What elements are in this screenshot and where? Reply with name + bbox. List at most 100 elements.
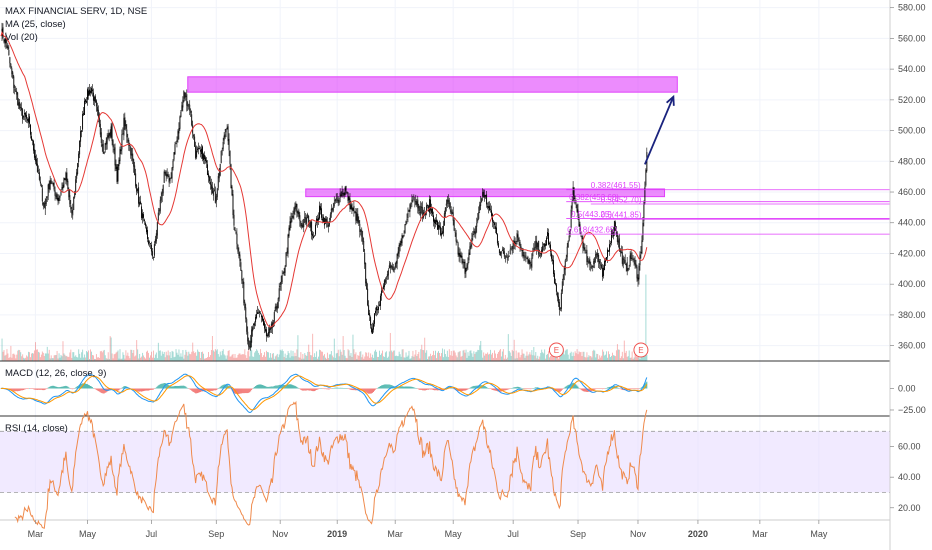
candle-body <box>128 140 130 146</box>
candle-body <box>104 143 106 150</box>
macd-hist-bar <box>606 387 607 389</box>
macd-hist-bar <box>67 386 69 389</box>
candle-body <box>7 46 9 50</box>
time-axis[interactable]: Mar May Jul Sep Nov 2019 Mar May Jul Sep Nov 2020 Ma… <box>28 520 828 539</box>
volume-bar <box>450 351 452 361</box>
candle-body <box>338 199 340 204</box>
candle-body <box>410 203 412 205</box>
macd-hist-bar <box>511 388 513 389</box>
price-tick-label: 500.00 <box>898 126 926 136</box>
volume-bar <box>423 350 425 361</box>
macd-hist-bar <box>144 388 145 391</box>
candle-body <box>92 92 94 101</box>
volume-bar <box>236 357 238 361</box>
volume-bar <box>8 357 10 361</box>
volume-bar <box>334 357 336 361</box>
volume-bar <box>364 356 366 361</box>
macd-hist-bar <box>119 388 121 390</box>
candle-body <box>498 249 500 253</box>
candle-body <box>471 238 473 244</box>
candle-body <box>137 189 139 191</box>
candle-body <box>437 221 438 230</box>
price-tick-label: 360.00 <box>898 341 926 351</box>
earnings-marker[interactable]: E <box>548 342 564 358</box>
volume-bar <box>632 358 634 361</box>
candle-body <box>100 132 102 144</box>
volume-bar <box>565 349 567 361</box>
macd-hist-bar <box>378 387 379 389</box>
macd-hist-bar <box>142 388 144 392</box>
candle-body <box>643 202 645 221</box>
macd-hist-bar <box>452 388 454 389</box>
volume-bar <box>491 354 493 361</box>
volume-bar <box>307 351 309 361</box>
volume-bar <box>91 351 92 361</box>
earnings-marker[interactable]: E <box>633 342 649 358</box>
macd-hist-bar <box>351 388 353 391</box>
volume-bar <box>23 357 25 361</box>
candle-body <box>414 201 416 203</box>
volume-bar <box>398 351 400 361</box>
volume-bar <box>302 354 304 361</box>
candle-body <box>220 150 222 164</box>
volume-bar <box>440 353 442 361</box>
candle-body <box>644 187 646 204</box>
volume-bar <box>463 349 465 361</box>
candle-body <box>66 172 68 183</box>
candle-body <box>522 248 524 257</box>
volume-bar <box>103 349 105 361</box>
volume-bar <box>314 353 316 361</box>
candle-body <box>255 316 257 323</box>
candle-body <box>490 208 491 210</box>
macd-hist-bar <box>86 383 87 389</box>
candle-body <box>564 260 566 270</box>
volume-bar <box>259 354 261 361</box>
candle-body <box>615 230 617 236</box>
candle-body <box>197 148 199 151</box>
candle-body <box>89 89 90 95</box>
candle-body <box>238 252 240 256</box>
volume-bar <box>31 353 32 361</box>
volume-bar <box>124 358 126 361</box>
macd-hist-bar <box>590 388 592 392</box>
candle-body <box>33 149 35 158</box>
volume-bar <box>634 352 636 361</box>
macd-hist-bar <box>80 383 82 389</box>
volume-bar <box>461 355 463 361</box>
candle-body <box>245 307 247 319</box>
zone-resistance-mid <box>305 188 666 198</box>
candle-body <box>608 250 609 252</box>
candle-body <box>382 285 384 290</box>
price-scale-area[interactable] <box>890 0 932 550</box>
candle-body <box>628 267 630 269</box>
volume-bar <box>50 355 52 361</box>
candle-body <box>24 112 26 115</box>
macd-hist-bar <box>518 386 520 389</box>
volume-bar <box>644 354 646 361</box>
candle-body <box>344 187 346 196</box>
volume-bar <box>407 355 409 361</box>
volume-bar <box>148 352 149 361</box>
volume-bar <box>228 350 230 361</box>
macd-hist-bar <box>44 388 46 390</box>
candle-body <box>105 141 107 145</box>
volume-bar <box>640 354 642 361</box>
volume-bar <box>537 355 539 361</box>
volume-bar <box>602 349 604 361</box>
candle-body <box>283 271 285 276</box>
volume-bar <box>431 356 433 361</box>
candle-body <box>609 244 610 252</box>
volume-bar <box>451 355 453 361</box>
macd-hist-bar <box>22 388 24 391</box>
volume-bar <box>437 352 438 361</box>
volume-bar <box>588 355 590 361</box>
volume-bar <box>116 351 118 361</box>
candle-body <box>461 255 463 264</box>
candle-body <box>41 188 43 202</box>
candle-body <box>568 235 570 241</box>
volume-bar <box>279 349 281 361</box>
candle-body <box>242 281 244 285</box>
candle-body <box>515 242 517 244</box>
candle-body <box>145 223 146 226</box>
